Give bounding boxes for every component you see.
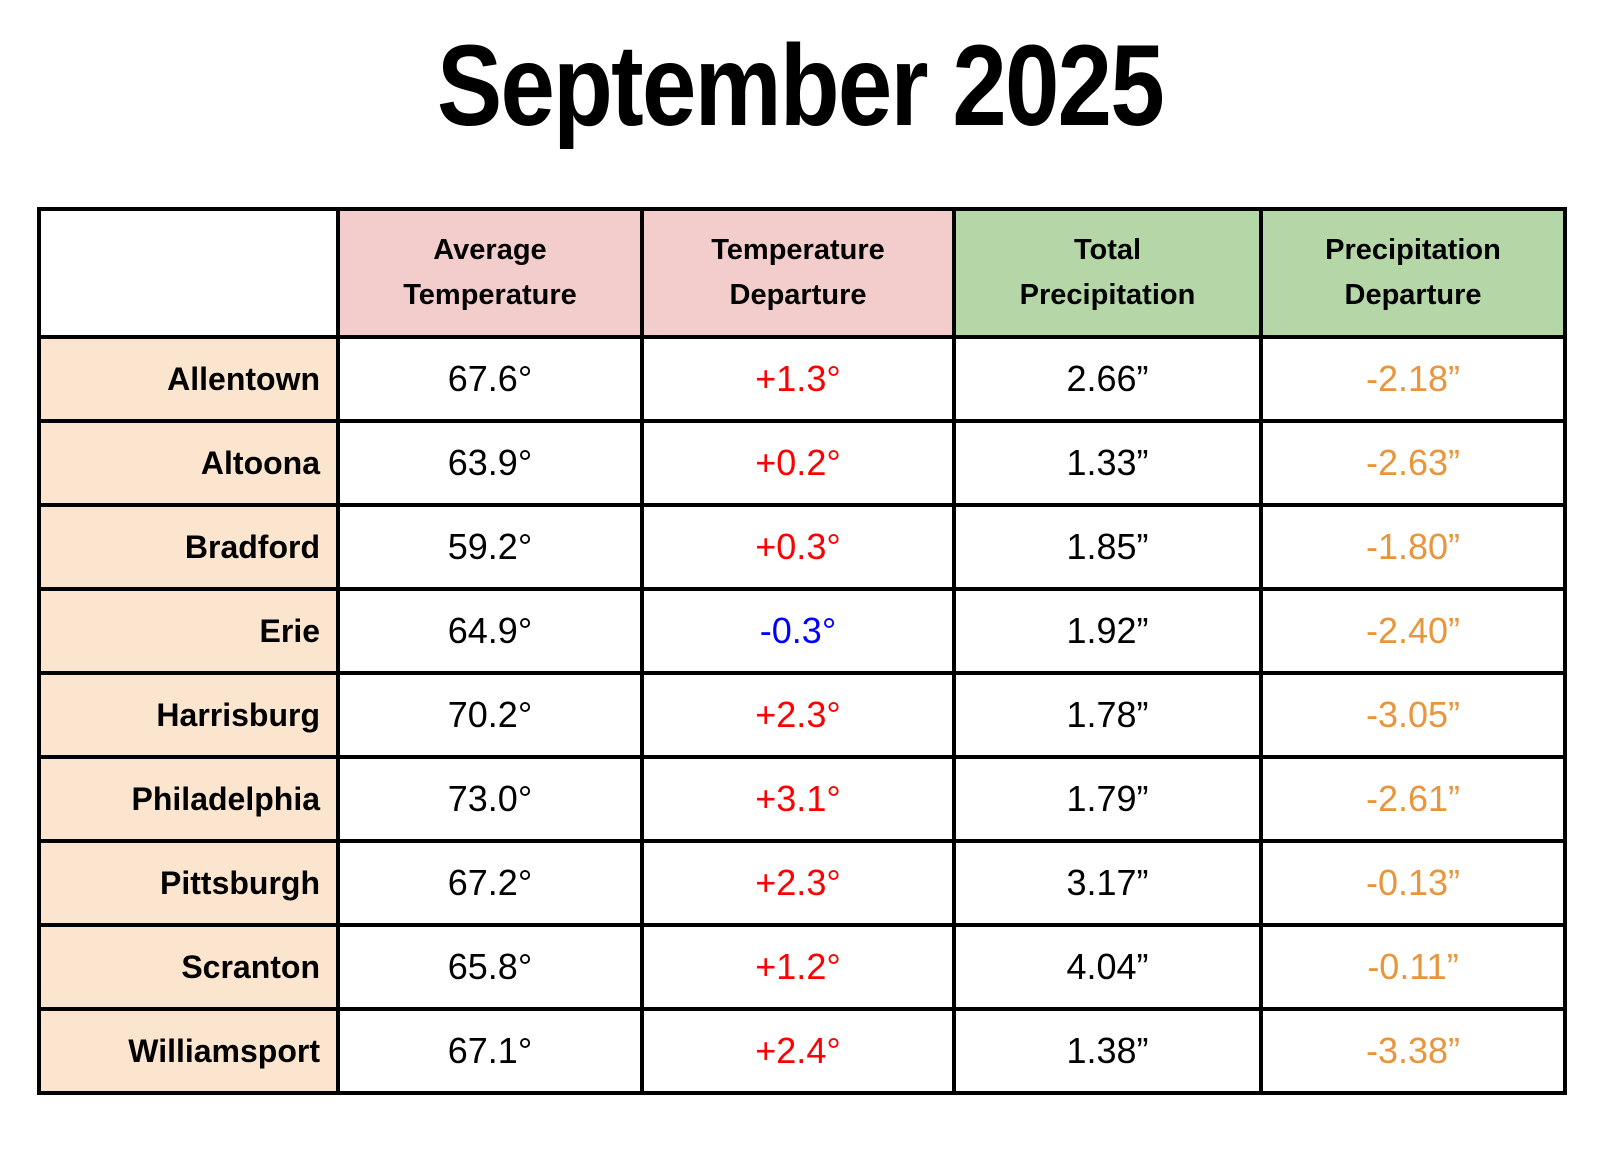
header-line: Total [1073, 234, 1142, 267]
precipitation-departure-value: -2.61” [1259, 755, 1567, 843]
average-temperature-value: 73.0° [336, 755, 644, 843]
average-temperature-value: 67.2° [336, 839, 644, 927]
table-row: Allentown 67.6° +1.3° 2.66” -2.18” [37, 335, 1567, 423]
header-line: Temperature [403, 279, 577, 311]
total-precipitation-value: 1.33” [952, 419, 1263, 507]
city-label: Harrisburg [37, 671, 340, 759]
table-row: Scranton 65.8° +1.2° 4.04” -0.11” [37, 923, 1567, 1011]
table-row: Williamsport 67.1° +2.4° 1.38” -3.38” [37, 1007, 1567, 1095]
temperature-departure-value: +1.3° [640, 335, 956, 423]
total-precipitation-value: 4.04” [952, 923, 1263, 1011]
total-precipitation-value: 1.85” [952, 503, 1263, 591]
temperature-departure-value: +2.4° [640, 1007, 956, 1095]
precipitation-departure-value: -0.13” [1259, 839, 1567, 927]
col-header-temperature-departure: Temperature Departure [640, 207, 956, 339]
city-label: Allentown [37, 335, 340, 423]
city-label: Pittsburgh [37, 839, 340, 927]
temperature-departure-value: +0.3° [640, 503, 956, 591]
total-precipitation-value: 3.17” [952, 839, 1263, 927]
total-precipitation-value: 1.38” [952, 1007, 1263, 1095]
header-line: Temperature [711, 234, 885, 267]
page-title: September 2025 [436, 22, 1165, 150]
corner-cell [37, 207, 340, 339]
col-header-precipitation-departure: Precipitation Departure [1259, 207, 1567, 339]
precipitation-departure-value: -2.18” [1259, 335, 1567, 423]
precipitation-departure-value: -3.38” [1259, 1007, 1567, 1095]
header-row: Average Temperature Temperature Departur… [37, 207, 1567, 339]
weather-summary-table: Average Temperature Temperature Departur… [37, 207, 1567, 1095]
average-temperature-value: 67.6° [336, 335, 644, 423]
average-temperature-value: 67.1° [336, 1007, 644, 1095]
precipitation-departure-value: -2.40” [1259, 587, 1567, 675]
temperature-departure-value: +2.3° [640, 671, 956, 759]
average-temperature-value: 70.2° [336, 671, 644, 759]
table-row: Bradford 59.2° +0.3° 1.85” -1.80” [37, 503, 1567, 591]
city-label: Philadelphia [37, 755, 340, 843]
temperature-departure-value: -0.3° [640, 587, 956, 675]
city-label: Bradford [37, 503, 340, 591]
header-line: Precipitation [1325, 234, 1501, 267]
average-temperature-value: 59.2° [336, 503, 644, 591]
table-row: Pittsburgh 67.2° +2.3° 3.17” -0.13” [37, 839, 1567, 927]
header-line: Departure [1344, 279, 1482, 311]
temperature-departure-value: +3.1° [640, 755, 956, 843]
average-temperature-value: 65.8° [336, 923, 644, 1011]
temperature-departure-value: +1.2° [640, 923, 956, 1011]
table-row: Harrisburg 70.2° +2.3° 1.78” -3.05” [37, 671, 1567, 759]
average-temperature-value: 63.9° [336, 419, 644, 507]
precipitation-departure-value: -0.11” [1259, 923, 1567, 1011]
city-label: Williamsport [37, 1007, 340, 1095]
table-row: Philadelphia 73.0° +3.1° 1.79” -2.61” [37, 755, 1567, 843]
col-header-average-temperature: Average Temperature [336, 207, 644, 339]
precipitation-departure-value: -3.05” [1259, 671, 1567, 759]
total-precipitation-value: 2.66” [952, 335, 1263, 423]
header-line: Precipitation [1019, 279, 1196, 311]
precipitation-departure-value: -1.80” [1259, 503, 1567, 591]
city-label: Scranton [37, 923, 340, 1011]
total-precipitation-value: 1.92” [952, 587, 1263, 675]
header-line: Departure [729, 279, 867, 311]
table-row: Erie 64.9° -0.3° 1.92” -2.40” [37, 587, 1567, 675]
header-line: Average [433, 234, 547, 267]
total-precipitation-value: 1.78” [952, 671, 1263, 759]
temperature-departure-value: +0.2° [640, 419, 956, 507]
col-header-total-precipitation: Total Precipitation [952, 207, 1263, 339]
precipitation-departure-value: -2.63” [1259, 419, 1567, 507]
average-temperature-value: 64.9° [336, 587, 644, 675]
temperature-departure-value: +2.3° [640, 839, 956, 927]
city-label: Altoona [37, 419, 340, 507]
city-label: Erie [37, 587, 340, 675]
total-precipitation-value: 1.79” [952, 755, 1263, 843]
table-row: Altoona 63.9° +0.2° 1.33” -2.63” [37, 419, 1567, 507]
